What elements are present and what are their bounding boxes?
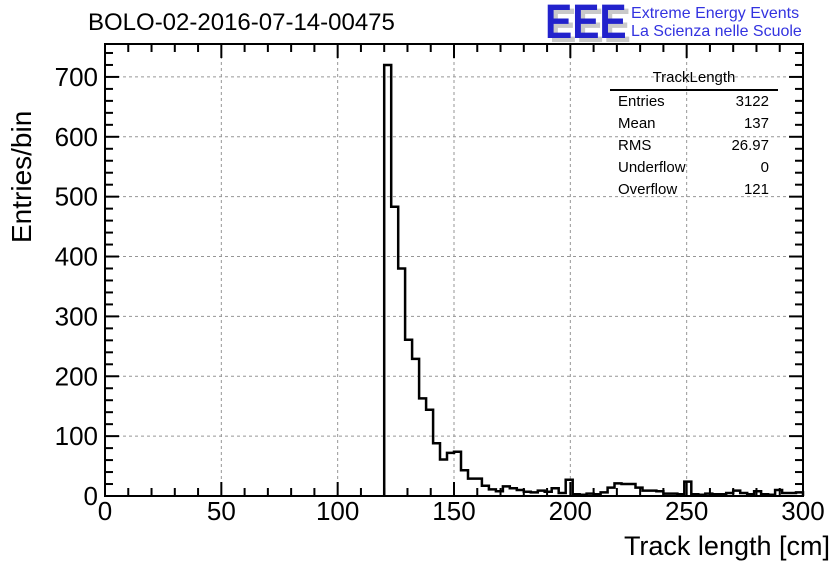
x-tick-label: 0: [98, 496, 112, 526]
y-tick-label: 200: [55, 361, 98, 391]
eee-logo-acronym: EEE: [545, 0, 627, 49]
x-tick-label: 200: [549, 496, 592, 526]
stats-label: Mean: [618, 115, 656, 132]
y-tick-label: 700: [55, 62, 98, 92]
plot-title: BOLO-02-2016-07-14-00475: [88, 9, 395, 36]
eee-logo-text: Extreme Energy Events La Scienza nelle S…: [631, 3, 802, 41]
x-tick-label: 50: [207, 496, 236, 526]
stats-row-mean: Mean 137: [610, 113, 778, 135]
y-tick-label: 0: [84, 481, 98, 511]
stats-label: Overflow: [618, 181, 678, 198]
stats-value: 121: [743, 181, 769, 198]
y-axis-title: Entries/bin: [6, 110, 37, 243]
stats-box: TrackLength Entries 3122 Mean 137 RMS 26…: [610, 67, 778, 201]
stats-value: 0: [760, 159, 769, 176]
eee-logo-line-1: Extreme Energy Events: [631, 5, 800, 22]
y-tick-labels: 0 100 200 300 400 500 600 700: [55, 62, 98, 511]
stats-label: Entries: [618, 93, 665, 110]
stats-label: Underflow: [618, 159, 686, 176]
stats-row-entries: Entries 3122: [610, 91, 778, 113]
eee-logo-line-2: La Scienza nelle Scuole: [631, 23, 802, 40]
stats-value: 26.97: [731, 137, 769, 154]
stats-row-overflow: Overflow 121: [610, 179, 778, 201]
y-tick-label: 300: [55, 301, 98, 331]
x-tick-labels: 0 50 100 150 200 250 300: [98, 496, 825, 526]
stats-row-rms: RMS 26.97: [610, 135, 778, 157]
gridlines: [105, 44, 803, 496]
eee-logo: EEE Extreme Energy Events La Scienza nel…: [545, 0, 802, 49]
stats-value: 137: [743, 115, 769, 132]
stats-value: 3122: [735, 93, 769, 110]
y-tick-label: 600: [55, 122, 98, 152]
x-tick-label: 150: [432, 496, 475, 526]
x-tick-label: 100: [316, 496, 359, 526]
y-tick-label: 400: [55, 242, 98, 272]
y-tick-label: 500: [55, 182, 98, 212]
stats-label: RMS: [618, 137, 652, 154]
y-tick-label: 100: [55, 421, 98, 451]
stats-title: TrackLength: [610, 67, 778, 91]
x-tick-label: 300: [781, 496, 824, 526]
stats-row-underflow: Underflow 0: [610, 157, 778, 179]
x-tick-label: 250: [665, 496, 708, 526]
x-axis-title: Track length [cm]: [623, 531, 830, 561]
axis-ticks: [104, 44, 804, 497]
